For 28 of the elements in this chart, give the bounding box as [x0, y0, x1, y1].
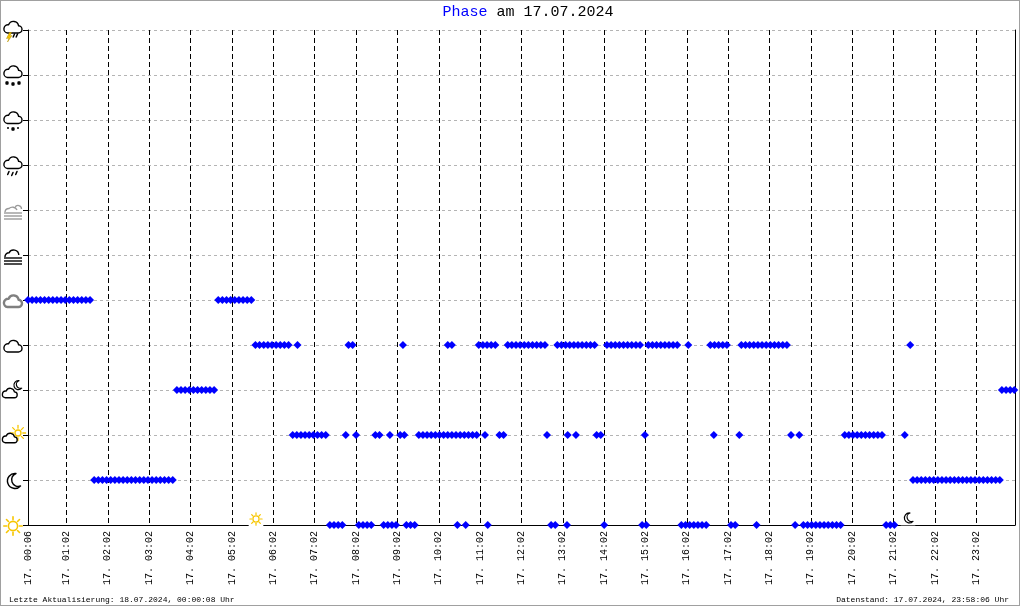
x-tick-label: 17. 23:02 [970, 531, 982, 586]
text: Datenstand: 17.07.2024, 23:58:06 Uhr [836, 594, 1010, 604]
x-tick-label: 17. 10:02 [433, 531, 445, 586]
x-tick-label: 17. 08:02 [350, 531, 362, 586]
x-tick-label: 17. 07:02 [309, 531, 321, 586]
x-tick-label: 17. 05:02 [226, 531, 238, 586]
x-tick-label: 17. 01:02 [61, 531, 73, 586]
x-tick-label: 17. 20:02 [846, 531, 858, 586]
x-tick-label: 17. 14:02 [598, 531, 610, 586]
x-tick-label: 17. 04:02 [185, 531, 197, 586]
x-tick-label: 17. 02:02 [102, 531, 114, 586]
text: Letzte Aktualisierung: 18.07.2024, 00:00:08 Uhr [9, 594, 235, 604]
chart-title: am 17.07.2024 [496, 4, 614, 21]
x-tick-label: 17. 03:02 [143, 531, 155, 586]
x-tick-label: 17. 16:02 [681, 531, 693, 586]
x-tick-label: 17. 21:02 [888, 531, 900, 586]
x-tick-label: 17. 18:02 [764, 531, 776, 586]
x-tick-label: 17. 11:02 [474, 531, 486, 586]
x-tick-label: 17. 19:02 [805, 531, 817, 586]
x-tick-label: 17. 06:02 [267, 531, 279, 586]
x-tick-label: 17. 15:02 [640, 531, 652, 586]
x-tick-label: 17. 12:02 [516, 531, 527, 586]
x-tick-label: 17. 17:02 [722, 531, 734, 586]
x-tick-label: 17. 22:02 [929, 531, 941, 586]
x-tick-label: 17. 09:02 [391, 531, 403, 586]
text: Phase [442, 4, 488, 21]
x-tick-label: 17. 13:02 [557, 531, 569, 586]
x-tick-label: 17. 00:06 [22, 531, 34, 586]
